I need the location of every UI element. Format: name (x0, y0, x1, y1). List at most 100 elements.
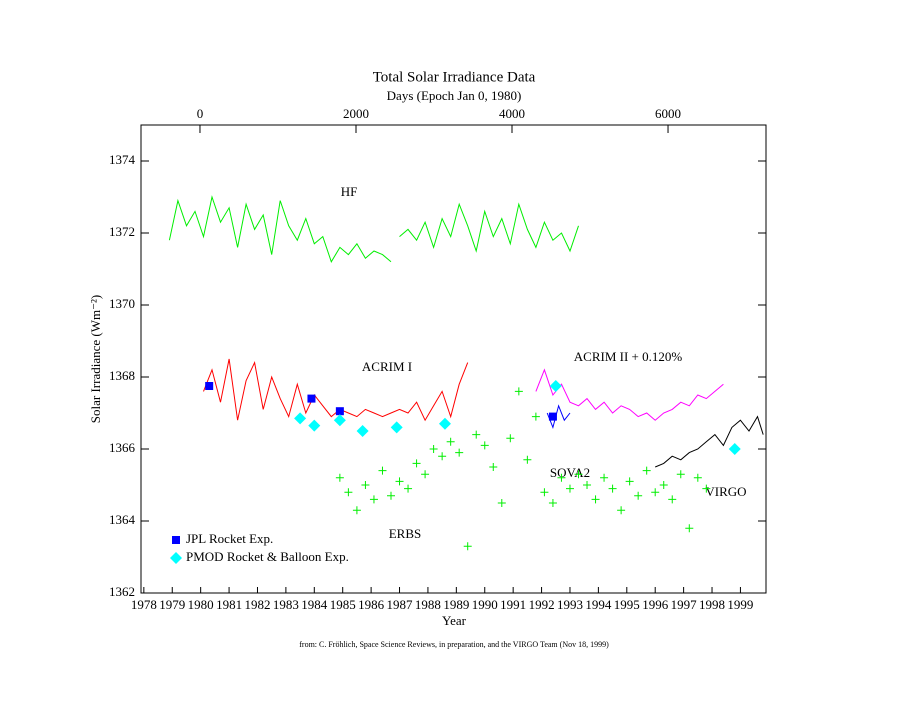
diamond-marker (390, 421, 403, 434)
cross-marker (463, 542, 472, 551)
cross-marker (634, 491, 643, 500)
cross-marker (565, 484, 574, 493)
x-tick-label: 1984 (301, 597, 328, 612)
series-label: HF (341, 184, 358, 199)
legend-label: PMOD Rocket & Balloon Exp. (186, 549, 349, 564)
cross-marker (591, 495, 600, 504)
x-tick-label: 1989 (443, 597, 469, 612)
cross-marker (472, 430, 481, 439)
cross-marker (651, 488, 660, 497)
footnote: from: C. Fröhlich, Space Science Reviews… (299, 640, 609, 649)
cross-marker (540, 488, 549, 497)
diamond-marker (728, 443, 741, 455)
legend-label: JPL Rocket Exp. (186, 531, 273, 546)
diamond-marker (294, 412, 307, 425)
y-tick-label: 1364 (109, 512, 136, 527)
diamond-marker (308, 419, 321, 432)
diamond-marker (356, 425, 369, 437)
x-tick-label: 1991 (500, 597, 526, 612)
cross-marker (404, 484, 413, 493)
x-tick-label: 1985 (330, 597, 356, 612)
cross-marker (446, 437, 455, 446)
cross-marker (514, 387, 523, 396)
cross-marker (395, 477, 404, 486)
square-marker (307, 394, 316, 403)
series-line (535, 368, 724, 421)
x-tick-label: 1993 (557, 597, 583, 612)
x-tick-label: 1994 (585, 597, 612, 612)
x-tick-label: 1995 (614, 597, 640, 612)
series-label: ACRIM II + 0.120% (574, 349, 683, 364)
x-tick-label: 1980 (188, 597, 214, 612)
cross-marker (387, 491, 395, 500)
cross-marker (608, 484, 617, 493)
series-label: ACRIM I (362, 359, 412, 374)
diamond-marker (549, 380, 562, 392)
cross-marker (531, 412, 540, 421)
cross-marker (685, 524, 694, 533)
cross-marker (429, 445, 438, 453)
diamond-marker (333, 414, 346, 427)
cross-marker (412, 459, 421, 468)
x-tick-label: 1999 (727, 597, 753, 612)
x-axis-label: Year (442, 613, 467, 628)
legend-symbol (170, 552, 182, 564)
y-tick-label: 1370 (109, 296, 135, 311)
cross-marker (523, 455, 532, 464)
plot-frame (140, 124, 767, 594)
legend-symbol (172, 536, 180, 544)
cross-marker (421, 470, 430, 479)
y-tick-label: 1372 (109, 224, 135, 239)
series-label: ERBS (389, 526, 422, 541)
x-tick-label: 1978 (131, 597, 157, 612)
cross-marker (693, 473, 702, 482)
top-tick-label: 4000 (499, 106, 525, 121)
x-tick-label: 1988 (415, 597, 441, 612)
series-label: SOVA2 (550, 465, 590, 480)
cross-marker (676, 470, 685, 479)
square-marker (205, 382, 214, 390)
cross-marker (335, 473, 344, 482)
cross-marker (583, 481, 592, 489)
series-line (546, 404, 571, 429)
x-tick-label: 1981 (216, 597, 242, 612)
x-tick-label: 1998 (699, 597, 725, 612)
y-tick-label: 1374 (109, 152, 136, 167)
top-axis-label: Days (Epoch Jan 0, 1980) (387, 88, 522, 103)
x-tick-label: 1992 (529, 597, 555, 612)
cross-marker (625, 477, 634, 486)
cross-marker (557, 473, 566, 482)
cross-marker (369, 495, 378, 504)
diamond-marker (438, 417, 451, 430)
cross-marker (455, 448, 464, 457)
cross-marker (617, 506, 626, 515)
y-axis-label: Solar Irradiance (Wm⁻²) (88, 295, 103, 423)
cross-marker (548, 499, 557, 507)
cross-marker (659, 481, 668, 489)
cross-marker (668, 495, 677, 504)
cross-marker (702, 484, 711, 493)
cross-marker (489, 463, 498, 471)
cross-marker (438, 452, 447, 461)
x-tick-label: 1986 (358, 597, 385, 612)
cross-marker (506, 434, 515, 443)
cross-marker (480, 441, 489, 450)
series-line (203, 358, 469, 422)
series-line (655, 415, 764, 468)
top-tick-label: 6000 (655, 106, 681, 121)
cross-marker (352, 506, 361, 515)
x-tick-label: 1979 (159, 597, 185, 612)
series-label: VIRGO (705, 484, 746, 499)
x-tick-label: 1987 (387, 597, 414, 612)
top-tick-label: 2000 (343, 106, 369, 121)
cross-marker (574, 470, 583, 479)
top-tick-label: 0 (197, 106, 204, 121)
x-tick-label: 1996 (642, 597, 669, 612)
cross-marker (600, 473, 609, 482)
series-line (168, 195, 579, 263)
cross-marker (344, 488, 353, 497)
y-tick-label: 1362 (109, 584, 135, 599)
square-marker (548, 412, 557, 421)
cross-marker (497, 499, 506, 507)
